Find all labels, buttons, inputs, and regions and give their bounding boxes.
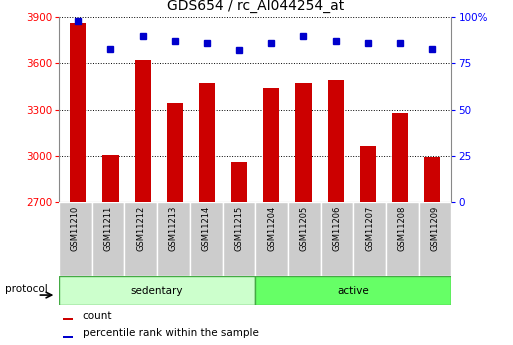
Text: active: active — [338, 286, 369, 296]
Bar — [59, 276, 255, 305]
Text: GSM11210: GSM11210 — [71, 206, 80, 251]
Text: GSM11215: GSM11215 — [234, 206, 243, 251]
Bar — [392, 112, 408, 345]
Bar — [295, 83, 311, 345]
Bar — [167, 104, 183, 345]
Bar — [386, 202, 419, 276]
Text: GSM11205: GSM11205 — [300, 206, 309, 251]
Text: protocol: protocol — [5, 284, 48, 294]
Text: GSM11207: GSM11207 — [365, 206, 374, 251]
Bar — [288, 202, 321, 276]
Text: GSM11206: GSM11206 — [332, 206, 342, 251]
Bar — [255, 202, 288, 276]
Bar — [263, 88, 280, 345]
Bar — [328, 80, 344, 345]
Bar — [360, 147, 376, 345]
Bar — [321, 202, 353, 276]
Bar — [190, 202, 223, 276]
Bar — [70, 23, 86, 345]
Bar — [255, 276, 451, 305]
Bar — [63, 318, 73, 321]
Bar — [92, 202, 125, 276]
Bar — [199, 83, 215, 345]
Title: GDS654 / rc_AI044254_at: GDS654 / rc_AI044254_at — [167, 0, 344, 13]
Text: GSM11209: GSM11209 — [430, 206, 440, 251]
Bar — [157, 202, 190, 276]
Bar — [231, 162, 247, 345]
Bar — [103, 155, 119, 345]
Bar — [59, 202, 92, 276]
Text: GSM11204: GSM11204 — [267, 206, 276, 251]
Text: sedentary: sedentary — [131, 286, 183, 296]
Text: GSM11211: GSM11211 — [104, 206, 112, 251]
Text: GSM11213: GSM11213 — [169, 206, 178, 251]
Text: percentile rank within the sample: percentile rank within the sample — [83, 328, 259, 338]
Bar — [353, 202, 386, 276]
Bar — [63, 336, 73, 338]
Bar — [419, 202, 451, 276]
Text: count: count — [83, 311, 112, 321]
Bar — [223, 202, 255, 276]
Text: GSM11212: GSM11212 — [136, 206, 145, 251]
Bar — [424, 157, 440, 345]
Text: GSM11214: GSM11214 — [202, 206, 211, 251]
Bar — [124, 202, 157, 276]
Bar — [134, 60, 151, 345]
Text: GSM11208: GSM11208 — [398, 206, 407, 251]
